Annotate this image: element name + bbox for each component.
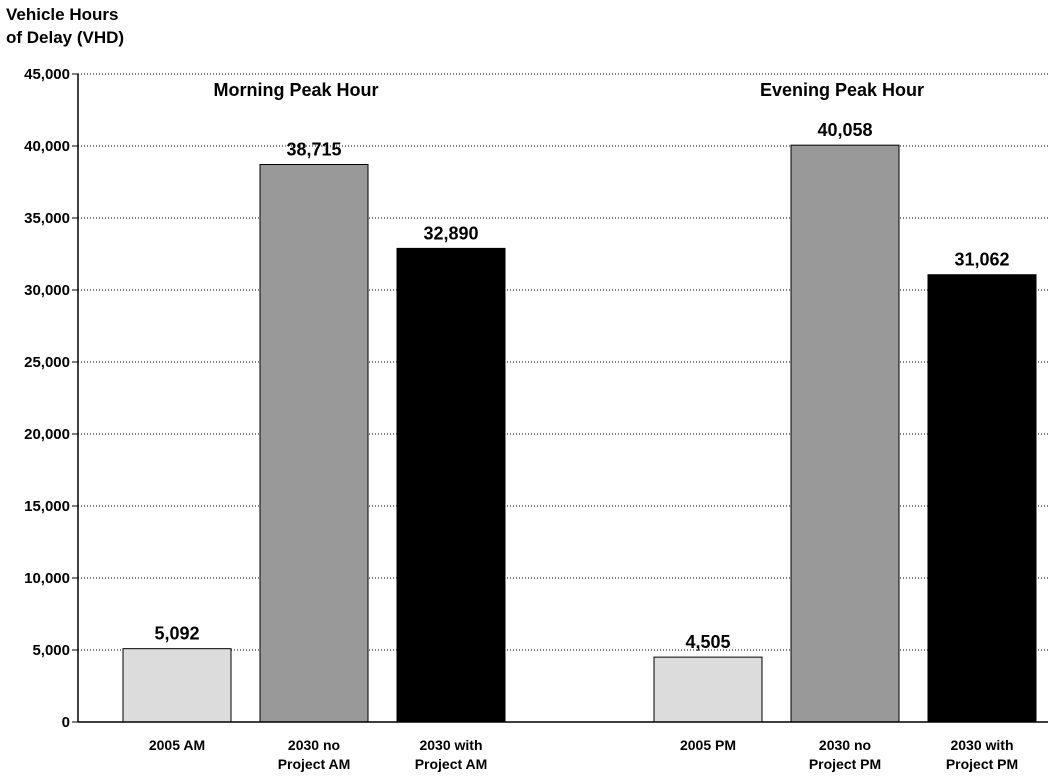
- category-label: 2005 AM: [149, 737, 205, 753]
- bar: [790, 144, 900, 723]
- y-tick-label: 45,000: [24, 66, 70, 83]
- axes: [77, 74, 1048, 723]
- category-label: 2030 with: [950, 737, 1013, 753]
- category-label: Project AM: [415, 756, 488, 772]
- group-label-morning: Morning Peak Hour: [213, 80, 378, 100]
- data-label: 32,890: [423, 223, 478, 243]
- gridlines: [78, 73, 1048, 651]
- y-tick-label: 15,000: [24, 498, 70, 515]
- y-tick-label: 30,000: [24, 282, 70, 299]
- labels: Morning Peak Hour 5,092 2005 AM 38,715 2030 …: [149, 80, 1018, 772]
- bar: [653, 656, 763, 723]
- y-axis-title-line-2: of Delay (VHD): [6, 28, 125, 47]
- category-label: 2030 no: [288, 737, 340, 753]
- y-tick-label: 40,000: [24, 138, 70, 155]
- y-tick-label: 10,000: [24, 570, 70, 587]
- group-label-evening: Evening Peak Hour: [760, 80, 924, 100]
- bar: [927, 274, 1037, 723]
- y-axis-title-line-1: Vehicle Hours: [6, 5, 119, 24]
- y-tick-label: 0: [62, 714, 70, 731]
- y-tick-label: 20,000: [24, 426, 70, 443]
- y-tick-label: 5,000: [32, 642, 70, 659]
- y-tick-label: 35,000: [24, 210, 70, 227]
- bar: [396, 247, 506, 723]
- y-axis-ticks: 0 5,000 10,000 15,000 20,000 25,000 30,000 35,0…: [24, 66, 78, 731]
- bar: [122, 648, 232, 723]
- data-label: 40,058: [817, 120, 872, 140]
- data-label: 38,715: [286, 140, 341, 160]
- category-label: Project AM: [278, 756, 351, 772]
- data-label: 4,505: [685, 632, 730, 652]
- category-label: 2005 PM: [680, 737, 736, 753]
- category-label: 2030 with: [419, 737, 482, 753]
- y-axis-title: Vehicle Hours of Delay (VHD): [6, 3, 124, 49]
- category-label: Project PM: [946, 756, 1018, 772]
- category-label: Project PM: [809, 756, 881, 772]
- category-label: 2030 no: [819, 737, 871, 753]
- data-label: 5,092: [154, 624, 199, 644]
- data-label: 31,062: [954, 250, 1009, 270]
- y-tick-label: 25,000: [24, 354, 70, 371]
- bar: [259, 164, 369, 723]
- bars: [122, 144, 1037, 723]
